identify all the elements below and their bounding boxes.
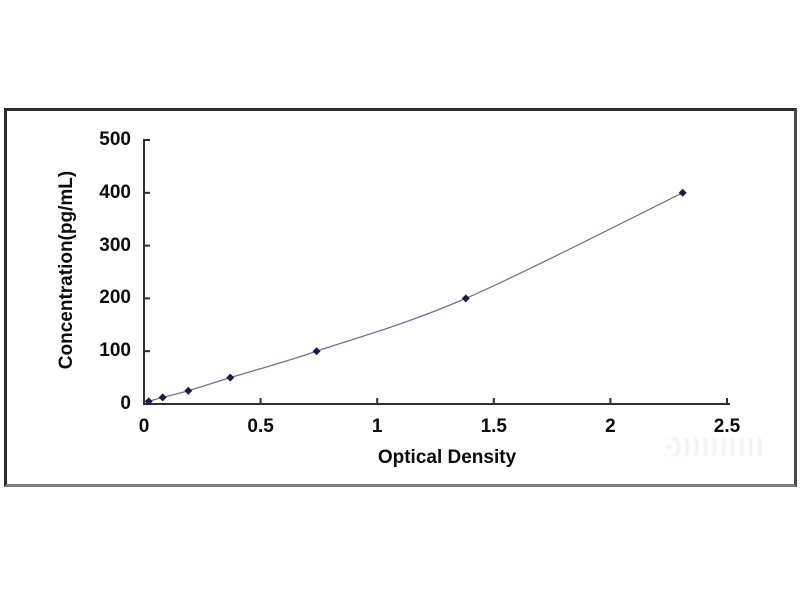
data-point-marker bbox=[226, 373, 235, 382]
data-point-marker bbox=[144, 397, 153, 406]
x-tick-label: 2 bbox=[605, 416, 616, 437]
y-tick-label: 400 bbox=[99, 181, 131, 203]
data-point-marker bbox=[678, 188, 687, 197]
plot-area: Concentration(pg/mL) Optical Density 0 0.… bbox=[7, 111, 794, 484]
y-tick-label: 100 bbox=[99, 340, 131, 362]
y-tick-label: 300 bbox=[99, 234, 131, 256]
x-tick-label: 1.5 bbox=[480, 416, 507, 437]
x-tick-label: 0.5 bbox=[247, 416, 274, 437]
chart-frame: Concentration(pg/mL) Optical Density 0 0.… bbox=[4, 108, 797, 487]
y-tick-label: 0 bbox=[120, 393, 131, 414]
data-point-marker bbox=[461, 294, 470, 303]
standard-curve-chart bbox=[143, 139, 730, 406]
y-tick-label: 200 bbox=[99, 287, 131, 309]
y-tick-label: 500 bbox=[99, 129, 131, 150]
data-point-marker bbox=[312, 347, 321, 356]
data-point-marker bbox=[158, 393, 167, 402]
curve-line bbox=[148, 192, 683, 403]
x-axis-title: Optical Density bbox=[377, 447, 517, 468]
x-tick-label: 2.5 bbox=[713, 416, 741, 437]
watermark-smudge bbox=[663, 438, 763, 456]
x-tick-label: 0 bbox=[138, 416, 150, 437]
data-point-marker bbox=[184, 386, 193, 395]
x-tick-label: 1 bbox=[371, 416, 383, 437]
